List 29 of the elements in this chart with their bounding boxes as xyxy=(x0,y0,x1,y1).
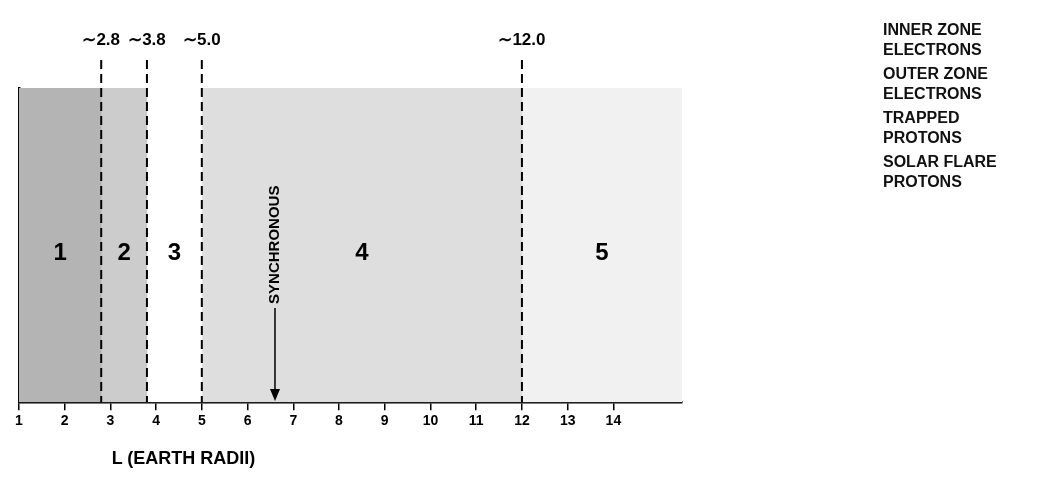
ref-line-label: ∼3.8 xyxy=(128,29,166,49)
x-tick-label: 6 xyxy=(243,412,252,429)
x-tick-label: 9 xyxy=(380,412,389,429)
text: OUTER ZONE ELECTRONS xyxy=(883,64,989,104)
ref-line-label: ∼12.0 xyxy=(498,29,546,49)
ref-line-label: SYNCHRONOUS xyxy=(265,185,283,304)
series-label: 4 xyxy=(355,237,370,265)
x-tick-label: 7 xyxy=(289,412,298,429)
x-axis-title: L (EARTH RADII) xyxy=(111,448,256,469)
ref-line-label: ∼5.0 xyxy=(183,29,221,49)
series-label: 5 xyxy=(595,237,609,265)
x-tick-label: 2 xyxy=(60,412,69,429)
x-tick-label: 3 xyxy=(106,412,115,429)
x-tick-label: 14 xyxy=(605,412,622,429)
x-tick-label: 4 xyxy=(152,412,161,429)
x-tick-label: 12 xyxy=(514,412,530,429)
series-label: 3 xyxy=(167,237,182,265)
x-tick-label: 13 xyxy=(559,412,576,429)
x-tick-label: 10 xyxy=(422,412,439,429)
x-tick-label: 8 xyxy=(335,412,344,429)
text: TRAPPED PROTONS xyxy=(883,108,963,148)
text: INNER ZONE ELECTRONS xyxy=(883,20,983,60)
series-label: 1 xyxy=(53,237,67,265)
x-tick-label: 11 xyxy=(468,412,484,429)
x-tick-label: 5 xyxy=(197,412,206,429)
ref-line-label: ∼2.8 xyxy=(82,29,121,49)
text: SOLAR FLARE PROTONS xyxy=(883,152,997,192)
series-label: 2 xyxy=(117,237,131,265)
x-tick-label: 1 xyxy=(14,412,23,429)
